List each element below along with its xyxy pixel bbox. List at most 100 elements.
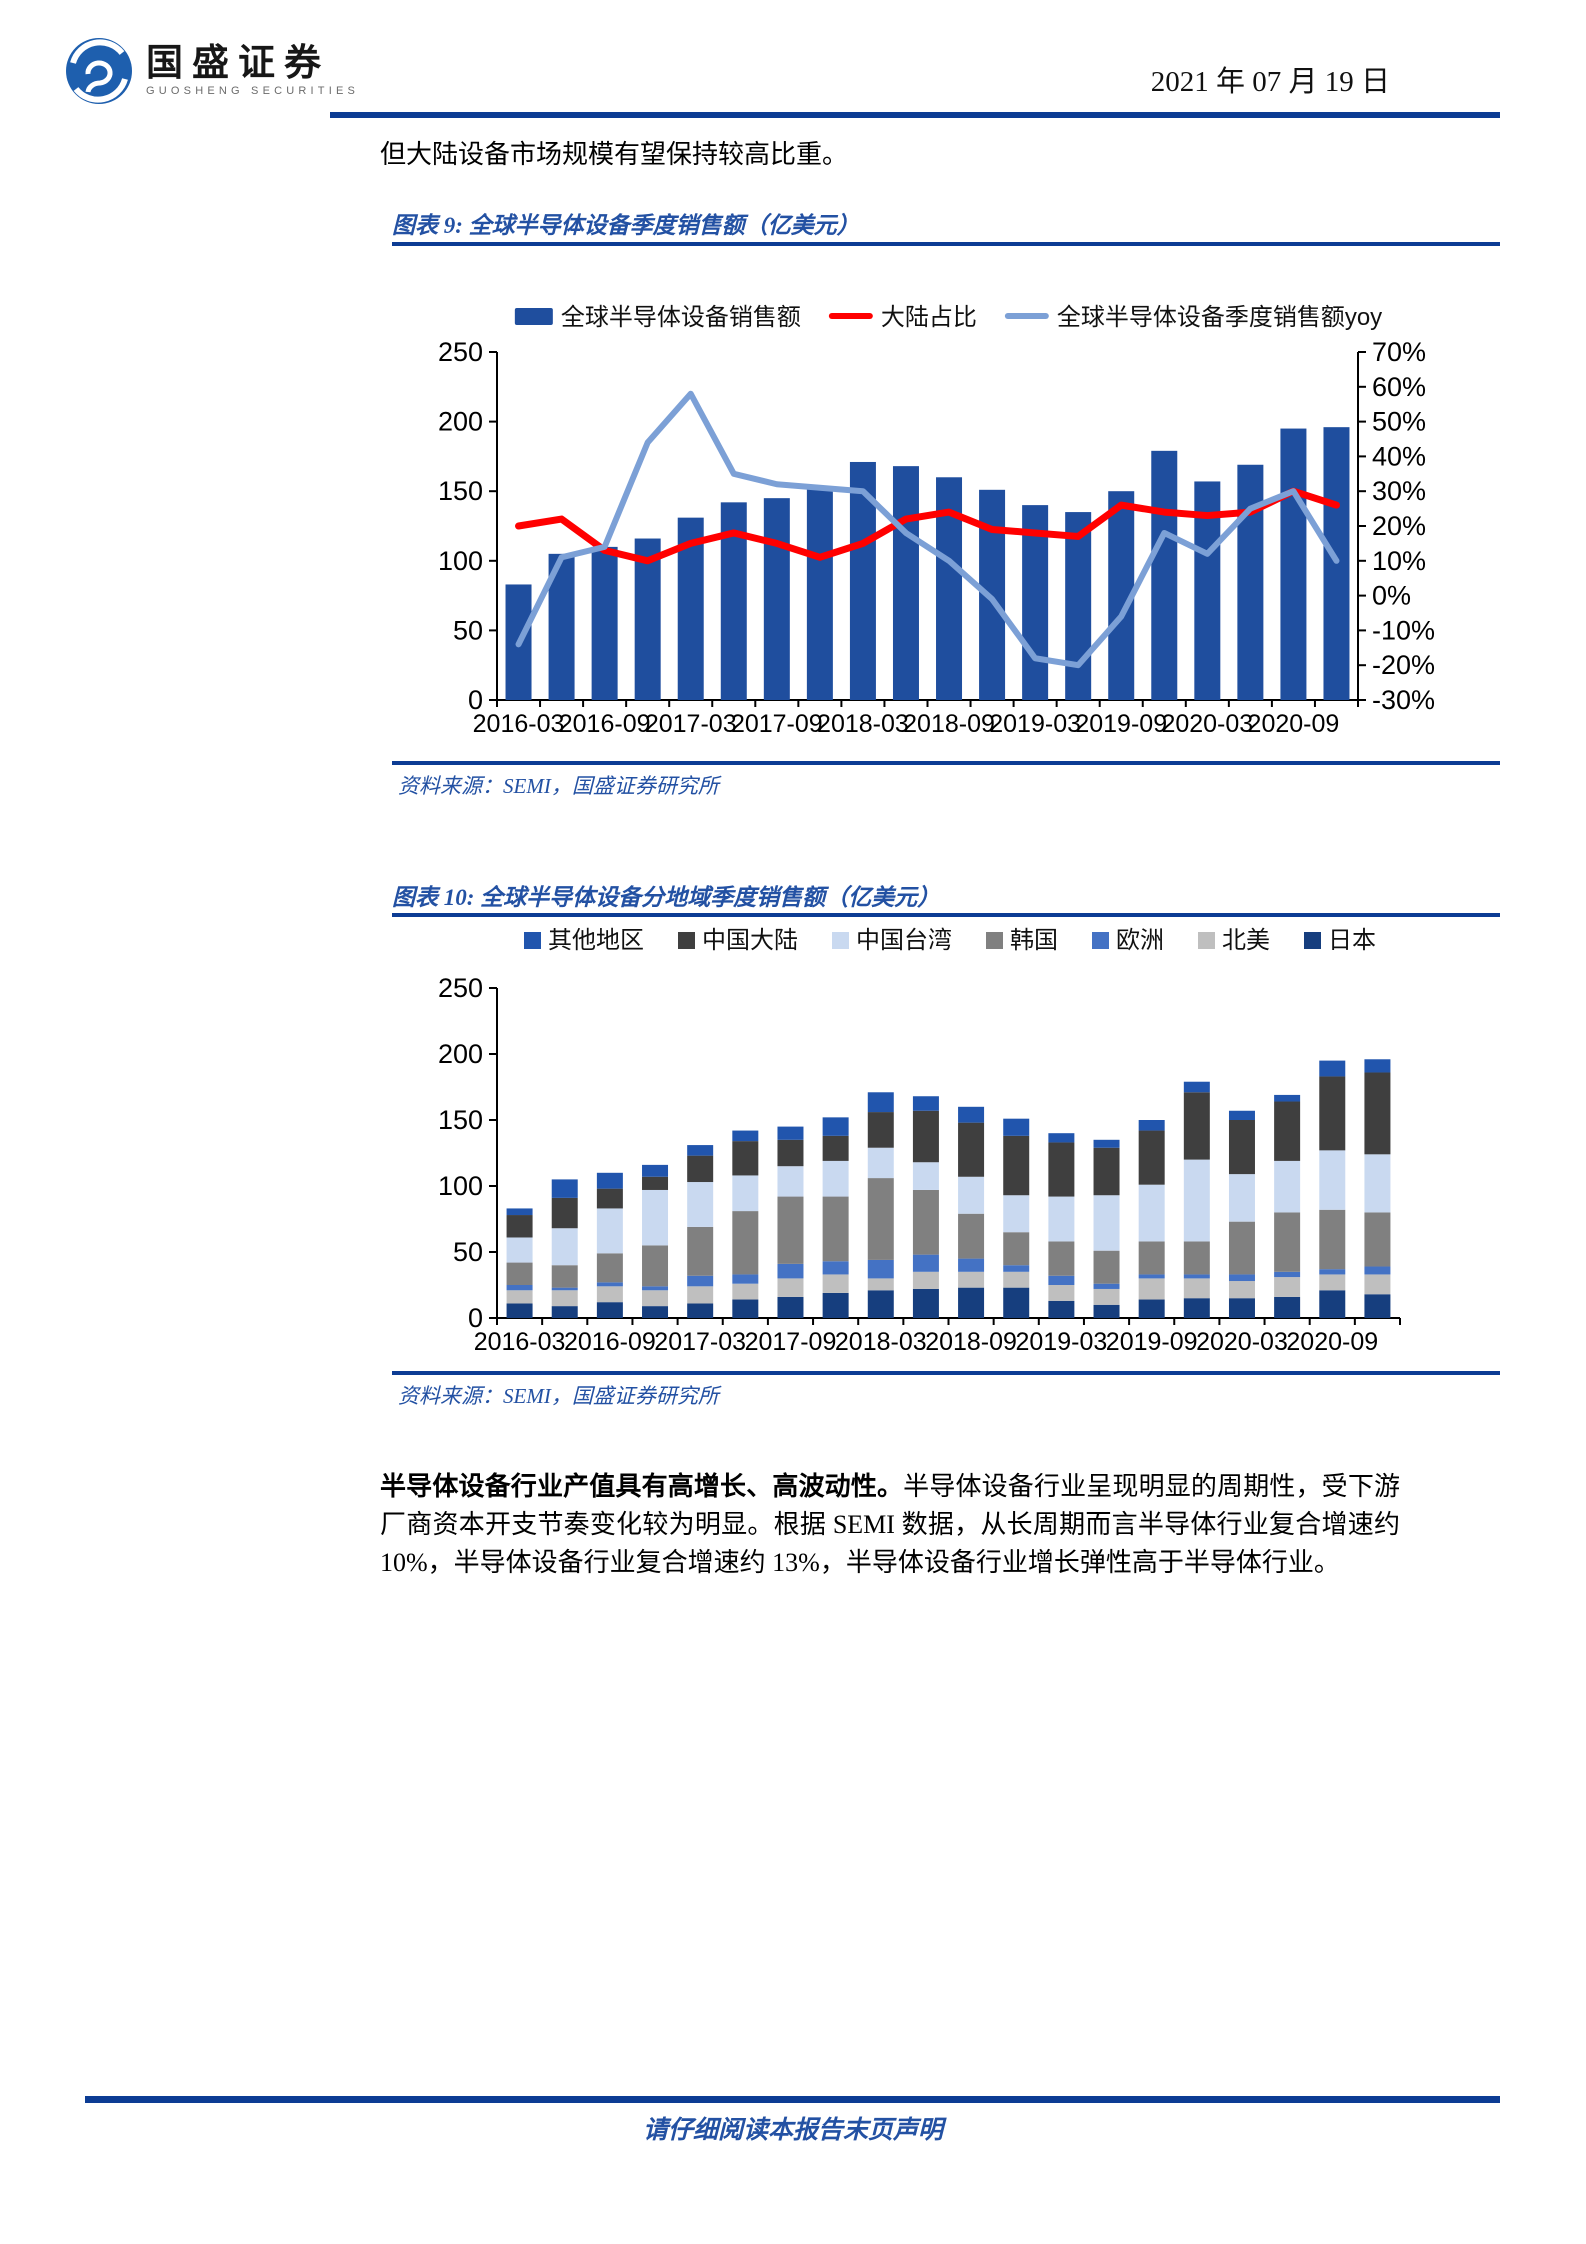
stack-segment-中国台湾 (1138, 1184, 1165, 1242)
stack-segment-欧洲 (687, 1275, 714, 1287)
stack-segment-其他地区 (777, 1126, 804, 1140)
stack-segment-中国台湾 (1003, 1195, 1030, 1233)
y-tick-label: 0 (468, 1303, 483, 1333)
stack-segment-其他地区 (1048, 1133, 1075, 1143)
stack-segment-中国大陆 (732, 1141, 759, 1176)
figure10-top-rule (392, 913, 1500, 917)
stack-segment-中国大陆 (506, 1215, 533, 1238)
stack-segment-日本 (1003, 1287, 1030, 1318)
stack-segment-北美 (1364, 1274, 1391, 1295)
stack-segment-北美 (506, 1290, 533, 1304)
stack-segment-韩国 (1319, 1209, 1346, 1270)
legend-label: 全球半导体设备销售额 (561, 304, 801, 331)
stack-segment-欧洲 (912, 1254, 939, 1272)
stack-segment-中国台湾 (1048, 1196, 1075, 1242)
stack-segment-韩国 (1093, 1250, 1120, 1284)
stack-segment-中国大陆 (596, 1188, 623, 1209)
brand-block: 国盛证券 GUOSHENG SECURITIES (146, 44, 359, 97)
stack-segment-韩国 (777, 1196, 804, 1264)
stack-segment-日本 (551, 1306, 578, 1318)
x-tick-label: 2019-03 (989, 710, 1081, 738)
stack-segment-中国大陆 (1138, 1130, 1165, 1185)
x-tick-label: 2020-03 (1196, 1328, 1288, 1356)
stack-segment-日本 (822, 1292, 849, 1318)
stack-segment-其他地区 (1228, 1110, 1255, 1120)
x-tick-label: 2019-09 (1075, 710, 1167, 738)
x-tick-label: 2019-03 (1016, 1328, 1108, 1356)
stack-segment-其他地区 (642, 1164, 669, 1177)
stack-segment-中国台湾 (1364, 1154, 1391, 1213)
stack-segment-韩国 (912, 1189, 939, 1255)
stack-segment-欧洲 (1274, 1271, 1301, 1278)
legend-label: 中国台湾 (856, 927, 952, 954)
x-tick-label: 2019-09 (1106, 1328, 1198, 1356)
y-right-tick-label: 50% (1372, 407, 1426, 437)
stack-segment-中国大陆 (1183, 1092, 1210, 1160)
y-right-tick-label: 60% (1372, 372, 1426, 402)
stack-segment-韩国 (867, 1178, 894, 1260)
stack-segment-中国台湾 (506, 1237, 533, 1263)
y-right-tick-label: 0% (1372, 581, 1411, 611)
bar (1280, 428, 1307, 700)
stack-segment-日本 (1319, 1290, 1346, 1318)
stack-segment-北美 (1183, 1278, 1210, 1299)
stack-segment-日本 (777, 1296, 804, 1318)
x-tick-label: 2016-09 (559, 710, 651, 738)
stack-segment-日本 (1048, 1300, 1075, 1318)
fig9-legend: 全球半导体设备销售额 大陆占比 全球半导体设备季度销售额yoy (514, 304, 1382, 331)
figure10-source: 资料来源：SEMI，国盛证券研究所 (398, 1384, 719, 1408)
figure9-bottom-rule (392, 761, 1500, 765)
x-tick-label: 2016-09 (564, 1328, 656, 1356)
legend-label: 大陆占比 (881, 304, 977, 331)
stack-segment-其他地区 (1093, 1139, 1120, 1148)
figure9-chart: 全球半导体设备销售额 大陆占比 全球半导体设备季度销售额yoy 0 50 100 150 20… (438, 304, 1435, 738)
stack-segment-中国台湾 (1228, 1174, 1255, 1222)
stack-segment-北美 (1138, 1278, 1165, 1300)
y-right-tick-label: 30% (1372, 476, 1426, 506)
line-大陆占比 (515, 487, 1340, 565)
stack-segment-中国台湾 (596, 1208, 623, 1254)
stack-segment-北美 (867, 1278, 894, 1291)
stack-segment-中国大陆 (1274, 1101, 1301, 1161)
legend-label: 欧洲 (1116, 927, 1164, 954)
stack-segment-日本 (687, 1303, 714, 1318)
brand-subtitle: GUOSHENG SECURITIES (146, 85, 360, 97)
body-paragraph-rest: 半导体设备行业呈现明显的周期性，受下游厂商资本开支节奏变化较为明显。根据 SEM… (380, 1472, 1400, 1577)
line-全球半导体设备季度销售额yoy (515, 390, 1340, 669)
y-tick-label: 150 (438, 1105, 483, 1135)
bar (1022, 505, 1049, 700)
x-tick-label: 2017-09 (745, 1328, 837, 1356)
y-tick-label: 100 (438, 1171, 483, 1201)
stack-segment-日本 (1093, 1304, 1120, 1318)
x-tick-label: 2020-09 (1248, 710, 1340, 738)
legend-swatch (1304, 932, 1321, 949)
legend-swatch (524, 932, 541, 949)
logo-icon (64, 36, 134, 106)
stack-segment-其他地区 (1138, 1120, 1165, 1131)
stack-segment-日本 (1228, 1298, 1255, 1318)
stack-segment-中国台湾 (1319, 1150, 1346, 1210)
stack-segment-中国大陆 (642, 1176, 669, 1190)
figure10-bottom-rule (392, 1371, 1500, 1375)
stack-segment-韩国 (1048, 1241, 1075, 1276)
y-left-tick-label: 50 (453, 615, 483, 645)
stack-segment-欧洲 (1003, 1265, 1030, 1272)
stack-segment-欧洲 (732, 1274, 759, 1284)
bar (806, 488, 833, 700)
legend-swatch (1198, 932, 1215, 949)
bar (1237, 464, 1264, 700)
stack-segment-欧洲 (1183, 1274, 1210, 1279)
brand-name: 国盛证券 (146, 42, 330, 83)
stack-segment-北美 (687, 1286, 714, 1304)
stack-segment-欧洲 (867, 1259, 894, 1279)
stack-segment-中国大陆 (777, 1139, 804, 1167)
stack-segment-中国大陆 (1364, 1072, 1391, 1155)
x-tick-label: 2017-09 (731, 710, 823, 738)
bar (892, 466, 919, 700)
header-divider (330, 112, 1500, 118)
stack-segment-韩国 (642, 1245, 669, 1287)
stack-segment-北美 (958, 1271, 985, 1288)
y-right-tick-label: 40% (1372, 441, 1426, 471)
legend-swatch-line (1004, 313, 1049, 319)
